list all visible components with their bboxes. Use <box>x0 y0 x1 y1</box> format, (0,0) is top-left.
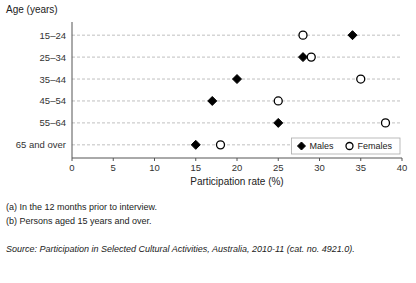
x-tick-label: 35 <box>355 162 366 173</box>
category-line <box>72 57 402 58</box>
dot-diamond <box>299 53 308 62</box>
x-tick-label: 30 <box>314 162 325 173</box>
dot-circle <box>217 141 225 149</box>
dot-circle <box>382 119 390 127</box>
annotation: (a) In the 12 months prior to interview. <box>6 202 157 212</box>
legend: Males Females <box>291 138 400 154</box>
x-tick-label: 20 <box>232 162 243 173</box>
dot-circle <box>274 97 282 105</box>
category-line <box>72 100 402 101</box>
x-tick <box>360 158 361 161</box>
legend-label: Females <box>357 141 392 151</box>
x-axis-label: Participation rate (%) <box>190 176 283 187</box>
x-tick <box>278 158 279 161</box>
legend-marker <box>346 143 353 150</box>
x-tick <box>237 158 238 161</box>
dot-diamond <box>348 31 357 40</box>
grid <box>72 35 402 145</box>
legend-marker <box>297 142 305 150</box>
x-tick-label: 40 <box>397 162 408 173</box>
x-tick <box>319 158 320 161</box>
annotation: (b) Persons aged 15 years and over. <box>6 216 152 226</box>
annotation: Source: Participation in Selected Cultur… <box>6 244 355 254</box>
dot-diamond <box>191 140 200 149</box>
dot-circle <box>299 31 307 39</box>
y-axis-label: Age (years) <box>6 4 58 15</box>
dot-circle <box>307 53 315 61</box>
marks <box>191 31 389 150</box>
y-axis-line <box>72 22 73 158</box>
x-tick <box>154 158 155 161</box>
dot-diamond <box>274 118 283 127</box>
category-label: 55–64 <box>40 117 66 128</box>
legend-box <box>291 138 400 154</box>
chart: Age (years) 15–24 25–34 35–44 45–54 55–64 65 a… <box>0 0 416 283</box>
x-tick <box>72 158 73 161</box>
x-tick-label: 15 <box>190 162 201 173</box>
category-label: 15–24 <box>40 30 66 41</box>
category-line <box>72 122 402 123</box>
x-tick <box>195 158 196 161</box>
dot-circle <box>357 75 365 83</box>
category-label: 25–34 <box>40 52 66 63</box>
category-label: 35–44 <box>40 74 66 85</box>
x-tick-label: 0 <box>69 162 74 173</box>
category-label: 65 and over <box>16 139 66 150</box>
x-tick-label: 10 <box>149 162 160 173</box>
legend-label: Males <box>309 141 334 151</box>
dot-diamond <box>233 75 242 84</box>
dot-diamond <box>208 96 217 105</box>
x-tick-label: 25 <box>273 162 284 173</box>
x-tick <box>402 158 403 161</box>
x-tick-label: 5 <box>111 162 116 173</box>
x-tick <box>113 158 114 161</box>
category-label: 45–54 <box>40 95 66 106</box>
